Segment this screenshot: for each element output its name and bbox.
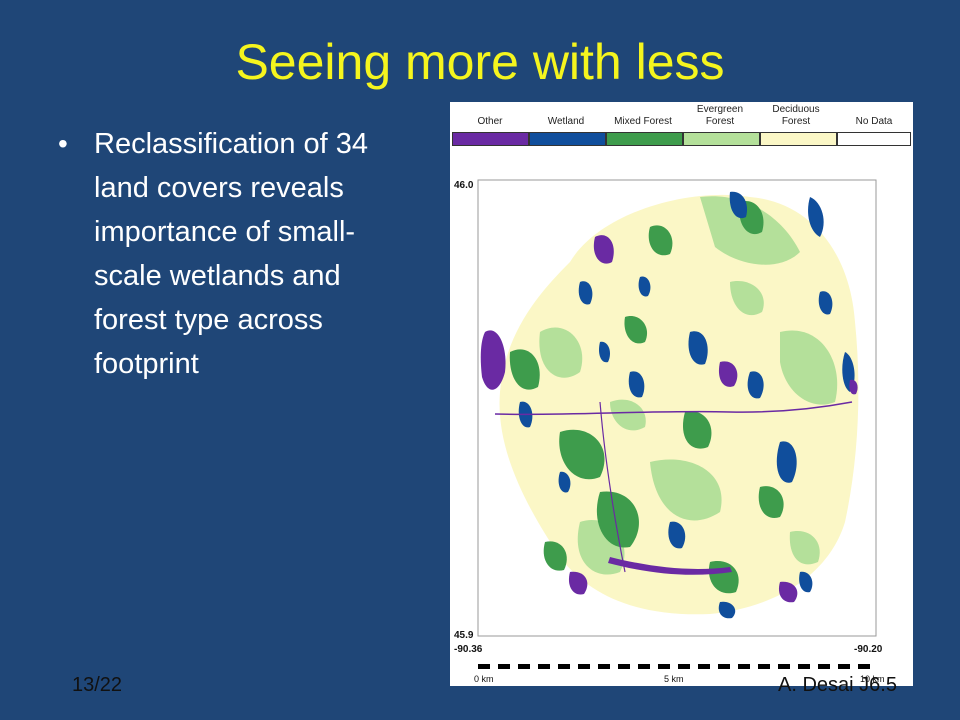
wetland-patches: [518, 191, 855, 619]
land-cover-map: [477, 179, 877, 669]
bullet-list: • Reclassification of 34 land covers rev…: [58, 122, 418, 386]
scale-end-label: 10 km: [860, 674, 885, 684]
map-frame: [477, 179, 877, 637]
road-line-vertical: [599, 401, 626, 573]
scale-start-label: 0 km: [474, 674, 494, 684]
road-line: [494, 401, 853, 416]
legend-label-other: Other: [477, 116, 503, 127]
legend-label-deciduous-forest: Deciduous Forest: [772, 104, 820, 127]
legend-swatch-no-data: [837, 132, 911, 146]
slide-title: Seeing more with less: [235, 34, 725, 90]
legend-label-no-data: No Data: [855, 116, 893, 127]
land-cover-map-figure: Other Wetland Mixed Forest Evergreen For…: [450, 102, 913, 686]
legend-label-wetland: Wetland: [547, 116, 585, 127]
slide-footer: A. Desai J6.5: [778, 674, 897, 696]
lon-left-label: -90.36: [454, 644, 483, 655]
scale-mid-label: 5 km: [664, 674, 684, 684]
slide-number: 13/22: [72, 674, 123, 696]
legend-label-evergreen-forest: Evergreen Forest: [696, 104, 744, 127]
legend-swatch-mixed-forest: [606, 132, 683, 146]
bullet-text: Reclassification of 34 land covers revea…: [94, 128, 369, 380]
legend-swatch-wetland: [529, 132, 606, 146]
bullet-dot: •: [58, 128, 68, 159]
mixed-forest-patches: [509, 201, 784, 594]
lat-top-label: 46.0: [454, 180, 474, 191]
other-patches: [480, 235, 858, 603]
lat-bottom-label: 45.9: [454, 630, 474, 641]
scale-bar: [478, 664, 870, 669]
legend-label-mixed-forest: Mixed Forest: [614, 116, 672, 127]
evergreen-patches: [539, 196, 838, 575]
legend-swatch-deciduous-forest: [760, 132, 837, 146]
legend-swatch-other: [452, 132, 529, 146]
legend-swatch-evergreen-forest: [683, 132, 760, 146]
lon-right-label: -90.20: [854, 644, 883, 655]
